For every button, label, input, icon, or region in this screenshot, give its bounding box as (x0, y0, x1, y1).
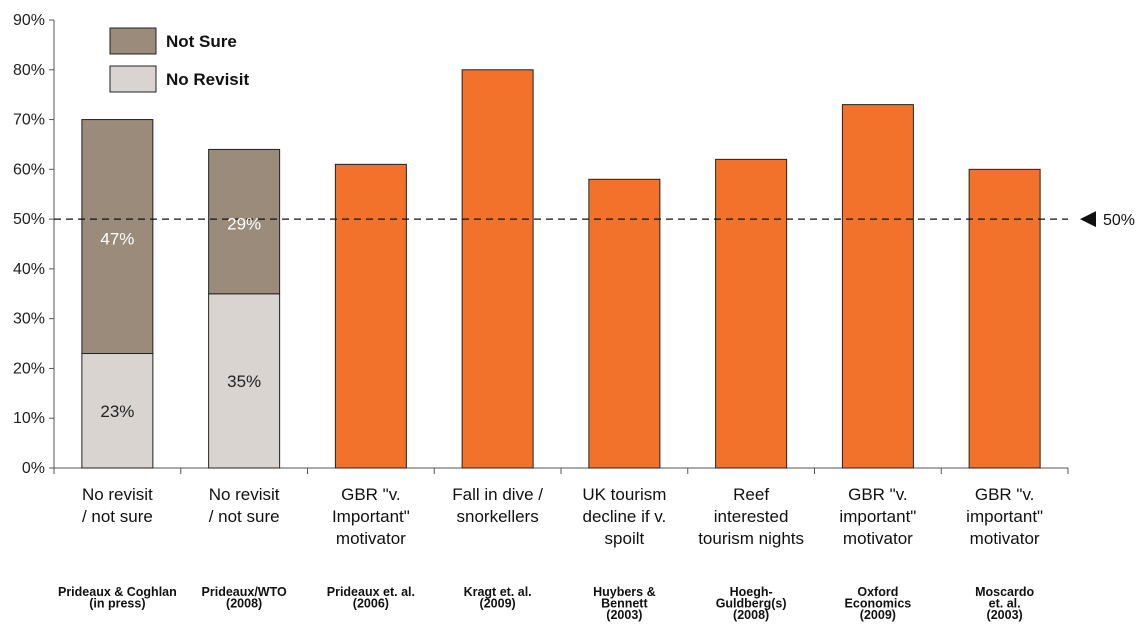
bar (968, 168, 1041, 469)
x-category-label: No revisit (209, 485, 280, 504)
bar (588, 178, 661, 469)
source-label: (in press) (89, 597, 145, 611)
source-label: (2003) (987, 608, 1023, 622)
y-tick-label: 60% (13, 161, 45, 178)
x-category-label: motivator (336, 529, 406, 548)
bar (208, 293, 281, 469)
source-label: (2008) (226, 597, 262, 611)
x-category-label: interested (714, 507, 789, 526)
labels-group: 23% 47% 35% 29% No revisit / not sure No revis… (58, 215, 1043, 622)
source-label: Hoegh- (730, 585, 773, 599)
x-category-label: / not sure (209, 507, 280, 526)
x-category-label: motivator (970, 529, 1040, 548)
x-category-label: tourism nights (698, 529, 804, 548)
x-category-label: UK tourism (582, 485, 666, 504)
data-label: 35% (227, 372, 261, 391)
data-label: 29% (227, 215, 261, 234)
y-tick-label: 10% (13, 410, 45, 427)
source-label: Prideaux/WTO (202, 585, 287, 599)
x-category-label: motivator (843, 529, 913, 548)
x-category-label: Fall in dive / (452, 485, 543, 504)
source-label: Bennett (601, 597, 648, 611)
x-category-label: Reef (733, 485, 769, 504)
source-label: Economics (845, 597, 912, 611)
x-category-label: GBR "v. (341, 485, 401, 504)
bar (334, 163, 407, 469)
source-label: (2009) (480, 597, 516, 611)
reference-line-group: 50% (54, 211, 1135, 229)
x-category-label: important" (839, 507, 916, 526)
y-tick-label: 70% (13, 112, 45, 129)
source-label: (2006) (353, 597, 389, 611)
x-category-label: No revisit (82, 485, 153, 504)
source-label: Oxford (857, 585, 898, 599)
data-label: 23% (100, 402, 134, 421)
legend-label: No Revisit (166, 70, 249, 89)
source-label: Huybers & (593, 585, 656, 599)
legend-swatch (109, 27, 157, 55)
data-label: 47% (100, 230, 134, 249)
y-tick-label: 40% (13, 261, 45, 278)
legend: Not Sure No Revisit (109, 27, 249, 93)
x-category-label: important" (966, 507, 1043, 526)
reference-marker-icon (1080, 211, 1096, 228)
reference-label: 50% (1103, 212, 1135, 229)
x-category-label: / not sure (82, 507, 153, 526)
bar (461, 69, 534, 469)
source-label: Moscardo (975, 585, 1034, 599)
x-category-label: spoilt (605, 529, 645, 548)
source-label: Guldberg(s) (716, 597, 787, 611)
y-tick-label: 20% (13, 360, 45, 377)
x-category-label: GBR "v. (848, 485, 908, 504)
legend-swatch (109, 65, 157, 93)
y-tick-label: 50% (13, 211, 45, 228)
source-label: Kragt et. al. (464, 585, 532, 599)
source-label: Prideaux et. al. (327, 585, 415, 599)
x-category-label: decline if v. (582, 507, 666, 526)
bars-group (81, 69, 1041, 469)
source-label: Prideaux & Coghlan (58, 585, 177, 599)
x-category-label: snorkellers (457, 507, 539, 526)
y-tick-label: 30% (13, 311, 45, 328)
x-category-label: Important" (332, 507, 410, 526)
source-label: et. al. (989, 597, 1021, 611)
y-tick-label: 0% (22, 460, 45, 477)
source-label: (2008) (733, 608, 769, 622)
source-label: (2003) (606, 608, 642, 622)
legend-label: Not Sure (166, 32, 237, 51)
x-category-label: GBR "v. (975, 485, 1035, 504)
bar (208, 148, 281, 295)
y-tick-label: 80% (13, 62, 45, 79)
bar (81, 353, 154, 469)
bar (81, 119, 154, 355)
bar (841, 104, 914, 469)
y-tick-label: 90% (13, 12, 45, 29)
source-label: (2009) (860, 608, 896, 622)
bar (715, 158, 788, 469)
